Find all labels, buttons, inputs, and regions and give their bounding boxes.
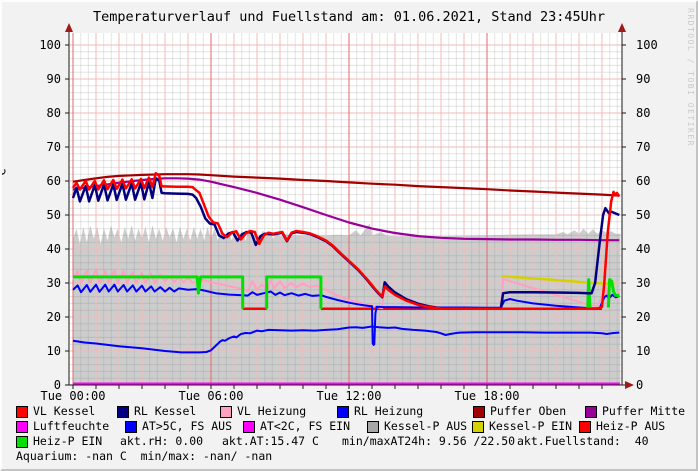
y-tick-label-right: 90 <box>636 72 650 86</box>
legend-item-akt-at-15-47-c: akt.AT:15.47 C <box>222 434 319 449</box>
y-tick-label-right: 10 <box>636 344 650 358</box>
series-heiz-p-ein <box>606 278 620 308</box>
legend-label: min/maxAT24h: 9.56 /22.50 <box>342 434 516 448</box>
legend-swatch <box>125 420 137 433</box>
y-tick-label-right: 80 <box>636 106 650 120</box>
legend-row: Luftfeuchte AT>5C, FS AUS AT<2C, FS EIN Kes… <box>2 419 696 434</box>
y-tick-label-left: 40 <box>47 242 61 256</box>
y-tick-label-right: 70 <box>636 140 650 154</box>
legend-item-vl-kessel: VL Kessel <box>16 404 95 419</box>
legend-item-at-2c-fs-ein: AT<2C, FS EIN <box>243 419 350 434</box>
y-tick-label-left: 0 <box>54 378 61 392</box>
y-tick-label-right: 0 <box>636 378 643 392</box>
series-puffer-mitte <box>72 177 620 242</box>
legend-item-akt-fuellstand-40: akt.Fuellstand: 40 <box>517 434 649 449</box>
legend-label: Heiz-P AUS <box>596 419 666 433</box>
y-tick-label-left: 70 <box>47 140 61 154</box>
y-tick-label-left: 50 <box>47 208 61 222</box>
legend-label: Puffer Mitte <box>602 404 686 418</box>
legend-item-heiz-p-aus: Heiz-P AUS <box>579 419 665 434</box>
legend-label: akt.AT:15.47 C <box>222 434 319 448</box>
y-tick-label-left: 20 <box>47 310 61 324</box>
y-tick-label-left: 90 <box>47 72 61 86</box>
y-axis-right-arrow <box>618 23 626 32</box>
series-heiz-p-ein <box>73 275 245 309</box>
y-axis-left-arrow <box>65 23 73 32</box>
legend-label: Kessel-P AUS <box>384 419 468 433</box>
chart-title: Temperaturverlauf und Fuellstand am: 01.… <box>92 9 606 25</box>
series-puffer-oben <box>72 173 620 197</box>
legend-swatch <box>337 405 349 418</box>
chart-legend: VL Kessel RL Kessel VL Heizung RL Heizung Pu… <box>2 404 696 464</box>
series-heiz-p-ein <box>586 278 592 309</box>
legend-label: Heiz-P EIN <box>33 434 103 448</box>
legend-item-puffer-oben: Puffer Oben <box>473 404 566 419</box>
legend-label: Puffer Oben <box>490 404 567 418</box>
legend-item-akt-rh-0-00: akt.rH: 0.00 <box>120 434 203 449</box>
y-tick-label-right: 60 <box>636 174 650 188</box>
legend-item-vl-heizung: VL Heizung <box>220 404 306 419</box>
legend-label: akt.Fuellstand: 40 <box>517 434 649 448</box>
y-tick-label-left: 30 <box>47 276 61 290</box>
x-tick-label: Tue 06:00 <box>178 389 243 403</box>
x-tick-label: Tue 00:00 <box>40 389 105 403</box>
legend-item-puffer-mitte: Puffer Mitte <box>585 404 685 419</box>
chart-plot-area: 0 0 10 10 20 20 30 30 40 40 50 50 60 60 70 70 80 80 90 90 10… <box>39 23 658 403</box>
y-tick-label-right: 50 <box>636 208 650 222</box>
legend-label: Kessel-P EIN <box>489 419 573 433</box>
legend-label: akt.rH: 0.00 <box>120 434 204 448</box>
legend-swatch <box>367 420 379 433</box>
legend-label: RL Kessel <box>134 404 197 418</box>
y-tick-label-left: 100 <box>39 38 61 52</box>
legend-item-heiz-p-ein: Heiz-P EIN <box>16 434 102 449</box>
series-at-aussentemperatur- <box>72 325 620 354</box>
legend-swatch <box>579 420 591 433</box>
x-axis-arrow <box>625 381 634 389</box>
legend-item-at-5c-fs-aus: AT>5C, FS AUS <box>125 419 232 434</box>
legend-row: Heiz-P EIN akt.rH: 0.00 akt.AT:15.47 C min/… <box>2 434 696 449</box>
series-heiz-p-ein <box>265 275 323 309</box>
y-tick-label-left: 60 <box>47 174 61 188</box>
legend-swatch <box>472 420 484 433</box>
legend-swatch <box>220 405 232 418</box>
legend-swatch <box>243 420 255 433</box>
legend-label: AT>5C, FS AUS <box>142 419 233 433</box>
legend-label: Aquarium: -nan C min/max: -nan/ -nan <box>16 449 273 463</box>
legend-row: Aquarium: -nan C min/max: -nan/ -nan <box>2 449 696 464</box>
legend-label: RL Heizung <box>354 404 424 418</box>
x-tick-label: Tue 12:00 <box>316 389 381 403</box>
legend-label: VL Kessel <box>33 404 96 418</box>
y-tick-label-right: 100 <box>636 38 658 52</box>
legend-label: Luftfeuchte <box>33 419 110 433</box>
y-tick-label-left: 10 <box>47 344 61 358</box>
legend-item-aquarium-nan-c-min-max-nan-nan: Aquarium: -nan C min/max: -nan/ -nan <box>16 449 272 464</box>
legend-swatch <box>16 405 28 418</box>
legend-swatch <box>585 405 597 418</box>
series-rl-heizung <box>72 283 620 346</box>
legend-item-kessel-p-aus: Kessel-P AUS <box>367 419 467 434</box>
legend-row: VL Kessel RL Kessel VL Heizung RL Heizung Pu… <box>2 404 696 419</box>
legend-item-luftfeuchte: Luftfeuchte <box>16 419 109 434</box>
legend-item-kessel-p-ein: Kessel-P EIN <box>472 419 572 434</box>
x-tick-label: Tue 18:00 <box>454 389 519 403</box>
legend-swatch <box>16 420 28 433</box>
legend-item-rl-kessel: RL Kessel <box>117 404 196 419</box>
legend-swatch <box>117 405 129 418</box>
fill-area-kessel-p-aus <box>73 223 621 385</box>
rrdtool-watermark: RRDTOOL / TOBI OETIKER <box>686 8 695 147</box>
legend-label: VL Heizung <box>237 404 307 418</box>
y-tick-label-right: 40 <box>636 242 650 256</box>
legend-swatch <box>473 405 485 418</box>
legend-item-rl-heizung: RL Heizung <box>337 404 423 419</box>
legend-item-min-maxat24h-9-56-22-50: min/maxAT24h: 9.56 /22.50 <box>342 434 515 449</box>
y-tick-label-right: 20 <box>636 310 650 324</box>
legend-label: AT<2C, FS EIN <box>260 419 351 433</box>
legend-swatch <box>16 435 28 448</box>
series-kessel-p-ein <box>501 274 615 286</box>
y-tick-label-left: 80 <box>47 106 61 120</box>
y-tick-label-right: 30 <box>636 276 650 290</box>
series-vl-kessel <box>71 171 621 311</box>
